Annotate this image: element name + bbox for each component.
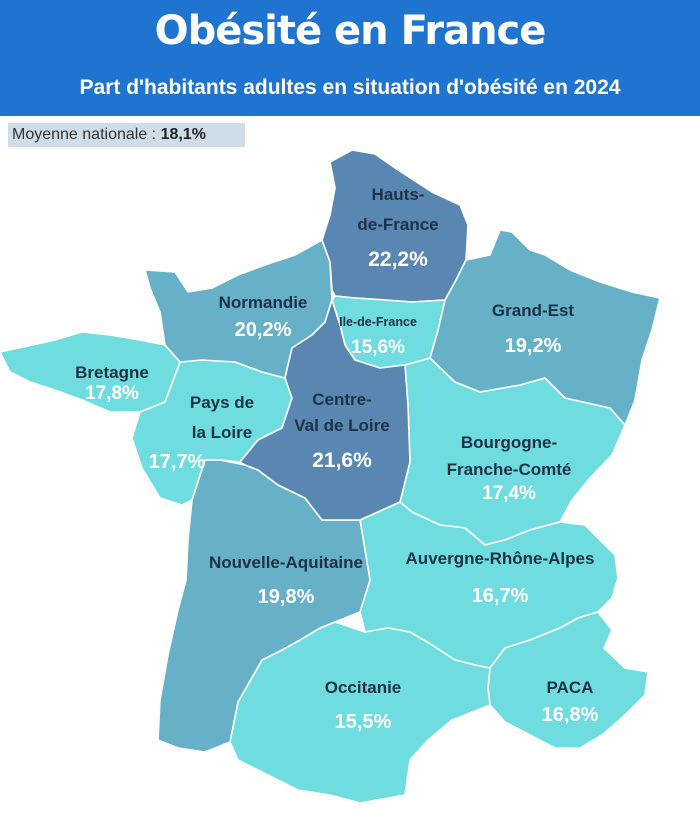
- region-value-nouvelle-aquitaine: 19,8%: [258, 586, 315, 608]
- region-name-grand-est: Grand-Est: [492, 301, 575, 320]
- header-banner: Obésité en France Part d'habitants adult…: [0, 0, 700, 116]
- region-label-occitanie: Occitanie 15,5%: [325, 678, 402, 733]
- region-label-ile-de-france: Ile-de-France 15,6%: [339, 315, 417, 358]
- region-name-pays-de-la-loire: la Loire: [192, 423, 252, 442]
- region-value-auvergne-rhone-alpes: 16,7%: [472, 585, 529, 607]
- national-average: Moyenne nationale : 18,1%: [8, 123, 245, 147]
- region-value-bourgogne-franche-comte: 17,4%: [482, 483, 536, 504]
- region-value-hauts-de-france: 22,2%: [368, 248, 428, 271]
- region-paca[interactable]: [487, 611, 649, 749]
- region-name-centre-val-de-loire: Val de Loire: [294, 416, 389, 435]
- region-value-grand-est: 19,2%: [505, 335, 562, 357]
- region-name-nouvelle-aquitaine: Nouvelle-Aquitaine: [209, 553, 363, 572]
- region-value-normandie: 20,2%: [235, 319, 292, 341]
- region-name-auvergne-rhone-alpes: Auvergne-Rhône-Alpes: [406, 549, 595, 568]
- region-labels: Hauts-de-France 22,2% Normandie 20,2% Ile-de…: [75, 185, 598, 733]
- region-label-normandie: Normandie 20,2%: [219, 293, 308, 341]
- region-value-ile-de-france: 15,6%: [351, 337, 405, 358]
- region-value-bretagne: 17,8%: [85, 383, 139, 404]
- region-name-ile-de-france: Ile-de-France: [339, 315, 417, 329]
- region-label-pays-de-la-loire: Pays de la Loire 17,7%: [149, 393, 254, 473]
- region-value-paca: 16,8%: [542, 704, 599, 726]
- region-value-centre-val-de-loire: 21,6%: [312, 449, 372, 472]
- region-name-bourgogne-franche-comte: Bourgogne-: [461, 433, 557, 452]
- region-name-normandie: Normandie: [219, 293, 308, 312]
- region-label-hauts-de-france: Hauts-de-France 22,2%: [357, 185, 438, 271]
- region-centre-val-de-loire[interactable]: [239, 299, 411, 521]
- region-value-pays-de-la-loire: 17,7%: [149, 451, 206, 473]
- region-bretagne[interactable]: [0, 331, 181, 413]
- region-label-auvergne-rhone-alpes: Auvergne-Rhône-Alpes 16,7%: [406, 549, 595, 607]
- region-name-hauts-de-france: de-France: [357, 215, 438, 234]
- region-name-paca: PACA: [547, 678, 594, 697]
- region-label-nouvelle-aquitaine: Nouvelle-Aquitaine 19,8%: [209, 553, 363, 608]
- region-name-centre-val-de-loire: Centre-: [312, 390, 372, 409]
- region-name-occitanie: Occitanie: [325, 678, 402, 697]
- region-value-occitanie: 15,5%: [335, 711, 392, 733]
- national-average-label: Moyenne nationale :: [12, 126, 157, 143]
- region-name-bourgogne-franche-comte: Franche-Comté: [447, 460, 572, 479]
- national-average-value: 18,1%: [160, 126, 206, 143]
- page-subtitle: Part d'habitants adultes en situation d'…: [79, 76, 621, 99]
- region-name-hauts-de-france: Hauts-: [372, 185, 425, 204]
- region-label-centre-val-de-loire: Centre- Val de Loire 21,6%: [294, 390, 389, 472]
- region-label-grand-est: Grand-Est 19,2%: [492, 301, 575, 357]
- page-title: Obésité en France: [154, 8, 547, 54]
- region-name-bretagne: Bretagne: [75, 363, 149, 382]
- region-label-paca: PACA 16,8%: [542, 678, 599, 726]
- regions-layer: [0, 149, 661, 804]
- region-label-bourgogne-franche-comte: Bourgogne- Franche-Comté 17,4%: [447, 433, 572, 504]
- region-name-pays-de-la-loire: Pays de: [190, 393, 254, 412]
